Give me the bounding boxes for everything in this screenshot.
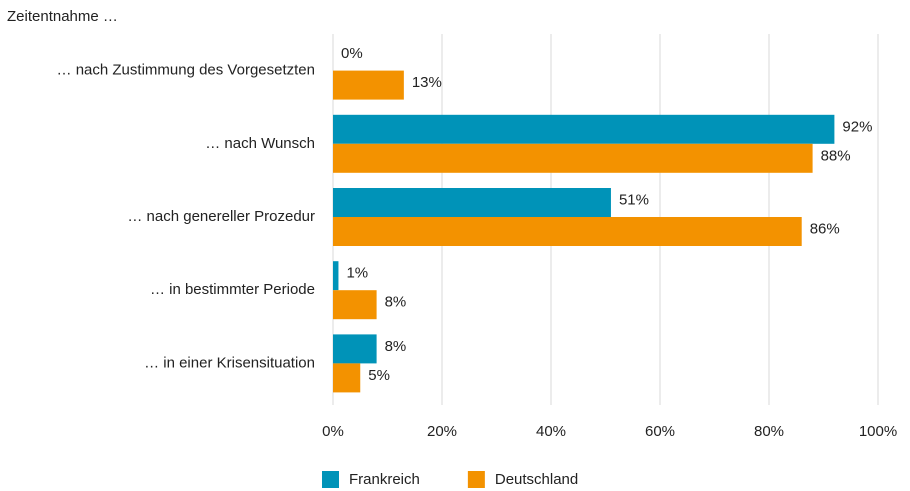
value-label: 8% <box>385 338 407 355</box>
value-label: 1% <box>346 265 368 282</box>
value-label: 88% <box>821 147 851 164</box>
bar <box>333 70 404 100</box>
legend-label: Deutschland <box>495 471 578 488</box>
value-label: 86% <box>810 220 840 237</box>
value-label: 5% <box>368 367 390 384</box>
value-label: 0% <box>341 45 363 62</box>
bar <box>333 334 377 364</box>
y-tick-label: … in einer Krisensituation <box>144 354 315 371</box>
value-label: 92% <box>842 118 872 135</box>
y-tick-label: … nach genereller Prozedur <box>127 208 315 225</box>
legend-swatch <box>467 471 485 488</box>
x-tick-label: 20% <box>427 423 457 440</box>
x-tick-label: 100% <box>859 423 897 440</box>
y-tick-label: … nach Wunsch <box>205 135 315 152</box>
value-label: 51% <box>619 191 649 208</box>
bar <box>333 143 813 173</box>
x-tick-label: 60% <box>645 423 675 440</box>
bar <box>333 290 377 320</box>
bar <box>333 363 361 393</box>
bar <box>333 261 339 291</box>
y-tick-label: … in bestimmter Periode <box>150 281 315 298</box>
y-tick-label: … nach Zustimmung des Vorgesetzten <box>57 62 315 79</box>
chart-title: Zeitentnahme … <box>7 8 118 25</box>
legend-label: Frankreich <box>349 471 420 488</box>
x-tick-label: 40% <box>536 423 566 440</box>
x-tick-label: 80% <box>754 423 784 440</box>
bar <box>333 217 802 246</box>
value-label: 13% <box>412 74 442 91</box>
x-tick-label: 0% <box>322 423 344 440</box>
legend-swatch <box>322 471 339 488</box>
bar <box>333 114 835 144</box>
value-label: 8% <box>385 294 407 311</box>
bar <box>333 188 611 217</box>
